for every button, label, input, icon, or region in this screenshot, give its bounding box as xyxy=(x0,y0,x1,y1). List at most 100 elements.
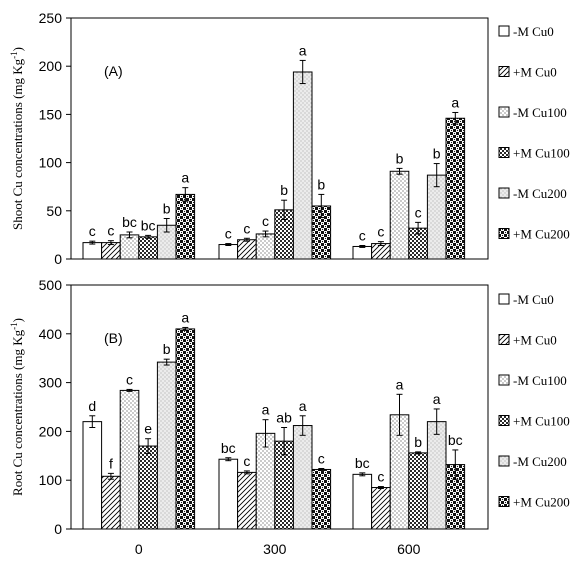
significance-letter: c xyxy=(415,204,422,220)
bar xyxy=(371,487,391,530)
legend-swatch xyxy=(498,106,510,118)
y-tick-label: 500 xyxy=(39,277,63,293)
legend-swatch xyxy=(498,334,510,345)
panel-label: (B) xyxy=(104,330,123,346)
y-tick-label: 100 xyxy=(39,472,63,488)
legend-label: -M Cu200 xyxy=(513,454,567,469)
y-axis-label-text: Root Cu concentrations (mg Kg xyxy=(10,329,25,496)
y-axis-label: Root Cu concentrations (mg Kg-1) xyxy=(9,318,25,496)
bar xyxy=(101,242,121,260)
significance-letter: b xyxy=(414,434,422,450)
significance-letter: c xyxy=(225,226,232,242)
y-axis-label-text: Shoot Cu concentrations (mg Kg xyxy=(10,58,25,230)
legend-swatch xyxy=(498,374,510,386)
bar xyxy=(101,475,121,530)
significance-letter: c xyxy=(126,371,133,387)
legend-label: -M Cu200 xyxy=(513,186,567,201)
significance-letter: a xyxy=(396,376,404,392)
x-tick-label: 300 xyxy=(263,541,287,557)
significance-letter: a xyxy=(262,402,270,418)
legend-label: +M Cu0 xyxy=(513,333,557,348)
significance-letter: c xyxy=(262,213,269,229)
legend-label: +M Cu0 xyxy=(513,65,557,80)
legend-swatch xyxy=(498,25,510,37)
significance-letter: a xyxy=(299,42,307,58)
significance-letter: a xyxy=(181,170,189,186)
bar xyxy=(237,471,257,530)
significance-letter: b xyxy=(280,182,288,198)
bar xyxy=(311,468,332,530)
significance-letter: c xyxy=(359,228,366,244)
bar xyxy=(292,425,313,530)
significance-letter: bc xyxy=(355,455,370,471)
bar xyxy=(175,193,196,260)
significance-letter: c xyxy=(377,469,384,485)
y-tick-label: 300 xyxy=(39,375,63,391)
significance-letter: a xyxy=(181,309,189,325)
significance-letter: c xyxy=(243,453,250,469)
significance-letter: b xyxy=(433,146,441,162)
significance-letter: d xyxy=(88,398,96,414)
x-tick-label: 0 xyxy=(135,541,143,557)
y-tick-label: 150 xyxy=(39,106,63,122)
significance-letter: a xyxy=(299,398,307,414)
legend-swatch xyxy=(498,228,510,239)
bar xyxy=(119,234,140,260)
legend-label: -M Cu0 xyxy=(513,24,554,39)
bar xyxy=(292,71,313,260)
legend-label: +M Cu200 xyxy=(513,495,570,510)
y-tick-label: 250 xyxy=(39,10,63,26)
bar xyxy=(156,361,177,530)
legend-swatch xyxy=(498,415,510,426)
y-axis-label-close: ) xyxy=(10,318,25,322)
y-tick-label: 400 xyxy=(39,326,63,342)
significance-letter: bc xyxy=(448,432,463,448)
legend-label: -M Cu0 xyxy=(513,292,554,307)
y-tick-label: 50 xyxy=(46,203,62,219)
legend-swatch xyxy=(498,293,510,305)
bar xyxy=(255,233,276,260)
y-axis-label: Shoot Cu concentrations (mg Kg-1) xyxy=(9,47,25,230)
significance-letter: a xyxy=(433,391,441,407)
y-tick-label: 0 xyxy=(54,521,62,537)
significance-letter: bc xyxy=(122,214,137,230)
bar xyxy=(255,432,276,530)
bar xyxy=(138,445,158,530)
bar xyxy=(426,421,447,530)
significance-letter: c xyxy=(243,220,250,236)
legend-swatch xyxy=(498,187,510,199)
legend-label: -M Cu100 xyxy=(513,105,567,120)
y-tick-label: 0 xyxy=(54,251,62,267)
legend-label: +M Cu100 xyxy=(513,414,570,429)
legend-label: +M Cu200 xyxy=(513,227,570,242)
bar xyxy=(119,389,140,530)
significance-letter: b xyxy=(396,150,404,166)
bar xyxy=(352,245,373,260)
legend-label: -M Cu100 xyxy=(513,373,567,388)
y-axis-label-sup: -1 xyxy=(9,51,19,59)
y-tick-label: 200 xyxy=(39,423,63,439)
significance-letter: bc xyxy=(141,217,156,233)
significance-letter: b xyxy=(163,201,171,217)
bar xyxy=(218,458,239,530)
bar xyxy=(175,328,196,530)
bar xyxy=(82,421,103,530)
bar xyxy=(218,244,239,260)
significance-letter: a xyxy=(451,94,459,110)
x-tick-label: 600 xyxy=(397,541,421,557)
y-tick-label: 100 xyxy=(39,155,63,171)
significance-letter: bc xyxy=(221,440,236,456)
bar xyxy=(445,117,466,260)
y-axis-label-close: ) xyxy=(10,47,25,51)
significance-letter: c xyxy=(318,450,325,466)
bar xyxy=(82,242,103,260)
significance-letter: c xyxy=(89,223,96,239)
significance-letter: c xyxy=(377,224,384,240)
significance-letter: b xyxy=(317,176,325,192)
significance-letter: c xyxy=(107,223,114,239)
bar xyxy=(237,239,257,260)
legend-swatch xyxy=(498,455,510,467)
bar xyxy=(138,236,158,260)
